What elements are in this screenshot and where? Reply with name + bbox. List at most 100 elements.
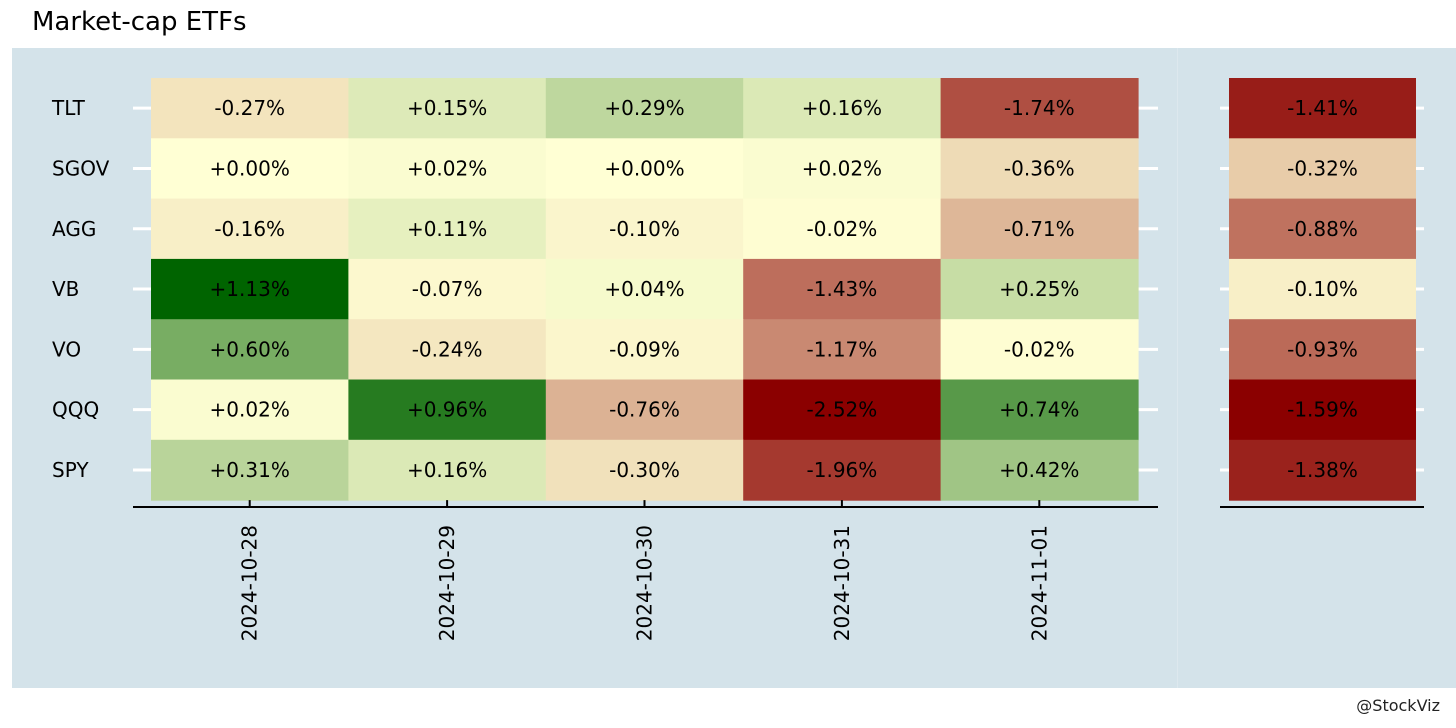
total-cell-label: -0.88%	[1287, 217, 1358, 241]
x-tick-label: 2024-10-30	[633, 525, 657, 641]
heatmap-cell	[348, 138, 547, 200]
x-tick-label: 2024-10-29	[435, 525, 459, 641]
cell-label: -0.16%	[214, 217, 285, 241]
cell-label: +0.74%	[999, 398, 1079, 422]
heatmap-cell	[151, 379, 349, 441]
heatmap-cell	[743, 379, 942, 441]
heatmap-cell	[545, 258, 744, 320]
cell-label: -1.74%	[1004, 96, 1075, 120]
cell-label: -0.02%	[807, 217, 878, 241]
x-tick-label: 2024-10-31	[830, 525, 854, 641]
heatmap-cell	[545, 439, 744, 501]
heatmap-cell	[940, 379, 1139, 441]
total-cell-label: -1.41%	[1287, 96, 1358, 120]
cell-label: -0.27%	[214, 96, 285, 120]
heatmap-cell	[348, 78, 547, 139]
y-tick-label: AGG	[52, 217, 96, 241]
x-tick-label: 2024-10-28	[238, 525, 262, 641]
heatmap-cell	[743, 439, 942, 501]
heatmap-cell	[940, 319, 1139, 381]
total-cell-label: -0.32%	[1287, 156, 1358, 180]
heatmap-cell	[940, 258, 1139, 320]
y-tick-label: VO	[52, 337, 81, 361]
total-cell-label: -1.59%	[1287, 398, 1358, 422]
total-cell	[1229, 258, 1416, 320]
heatmap-cell	[743, 78, 942, 139]
total-cell	[1229, 78, 1416, 139]
total-cell	[1229, 439, 1416, 501]
heatmap-cell	[743, 258, 942, 320]
total-cell	[1229, 138, 1416, 200]
cell-label: +0.42%	[999, 458, 1079, 482]
cell-label: -0.02%	[1004, 337, 1075, 361]
heatmap-cell	[940, 439, 1139, 501]
cell-label: -0.76%	[609, 398, 680, 422]
chart-title: Market-cap ETFs	[32, 7, 247, 37]
total-cell	[1229, 379, 1416, 441]
y-tick-label: TLT	[51, 96, 86, 120]
cell-label: +0.29%	[604, 96, 684, 120]
y-tick-label: VB	[52, 277, 79, 301]
heatmap-cell	[348, 258, 547, 320]
heatmap-cell	[151, 78, 349, 139]
y-tick-label: SPY	[52, 458, 89, 482]
cell-label: -0.30%	[609, 458, 680, 482]
cell-label: +0.02%	[802, 156, 882, 180]
heatmap-cell	[348, 198, 547, 260]
y-tick-label: QQQ	[52, 398, 99, 422]
cell-label: +0.11%	[407, 217, 487, 241]
heatmap-cell	[151, 319, 349, 381]
heatmap-cell	[348, 379, 547, 441]
cell-label: -0.09%	[609, 337, 680, 361]
total-cell-label: -0.10%	[1287, 277, 1358, 301]
heatmap-cell	[151, 138, 349, 200]
cell-label: +0.25%	[999, 277, 1079, 301]
total-cell-label: -0.93%	[1287, 337, 1358, 361]
cell-label: +0.02%	[407, 156, 487, 180]
cell-label: +0.60%	[210, 337, 290, 361]
cell-label: +0.00%	[210, 156, 290, 180]
cell-label: -1.17%	[807, 337, 878, 361]
cell-label: -0.10%	[609, 217, 680, 241]
panel-divider	[1177, 48, 1178, 688]
credit-label: @StockViz	[1356, 696, 1440, 715]
cell-label: -0.24%	[412, 337, 483, 361]
cell-label: +0.16%	[802, 96, 882, 120]
cell-label: +0.00%	[604, 156, 684, 180]
heatmap-cell	[151, 439, 349, 501]
cell-label: -1.43%	[807, 277, 878, 301]
cell-label: -0.36%	[1004, 156, 1075, 180]
cell-label: +0.31%	[210, 458, 290, 482]
cell-label: -0.71%	[1004, 217, 1075, 241]
total-cell	[1229, 319, 1416, 381]
heatmap-cell	[743, 319, 942, 381]
heatmap-cell	[940, 78, 1139, 139]
heatmap-cell	[743, 198, 942, 260]
heatmap-cell	[545, 78, 744, 139]
cell-label: +0.02%	[210, 398, 290, 422]
heatmap-cell	[545, 319, 744, 381]
cell-label: +0.04%	[604, 277, 684, 301]
heatmap-cell	[348, 439, 547, 501]
cell-label: +1.13%	[210, 277, 290, 301]
heatmap-cell	[545, 138, 744, 200]
total-cell	[1229, 198, 1416, 260]
heatmap-cell	[743, 138, 942, 200]
x-tick-label: 2024-11-01	[1027, 525, 1051, 641]
cell-label: +0.16%	[407, 458, 487, 482]
cell-label: -1.96%	[807, 458, 878, 482]
cell-label: -0.07%	[412, 277, 483, 301]
heatmap-cell	[151, 258, 349, 320]
heatmap-cell	[348, 319, 547, 381]
total-cell-label: -1.38%	[1287, 458, 1358, 482]
heatmap-cell	[940, 138, 1139, 200]
heatmap-cell	[940, 198, 1139, 260]
heatmap-cell	[545, 379, 744, 441]
cell-label: +0.15%	[407, 96, 487, 120]
cell-label: +0.96%	[407, 398, 487, 422]
heatmap-cell	[545, 198, 744, 260]
cell-label: -2.52%	[807, 398, 878, 422]
y-tick-label: SGOV	[52, 156, 110, 180]
heatmap-cell	[151, 198, 349, 260]
